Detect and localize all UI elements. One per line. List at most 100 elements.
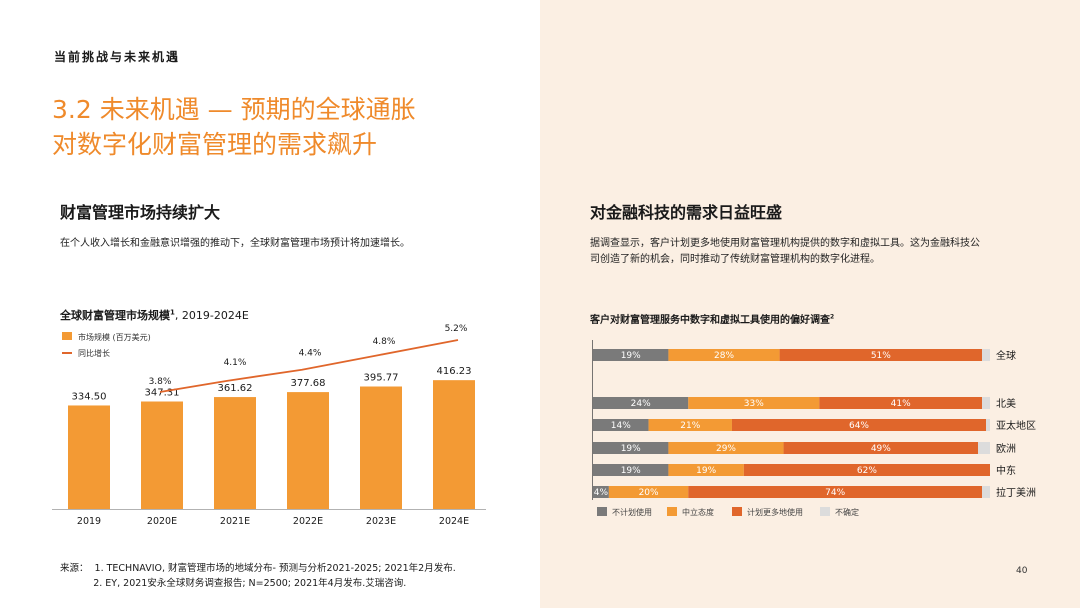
market-paragraph: 在个人收入增长和金融意识增强的推动下，全球财富管理市场预计将加速增长。: [60, 238, 410, 249]
market-bar-value-2021E: 361.62: [218, 383, 253, 394]
survey-segment-拉丁美洲-不计划使用: [593, 486, 609, 498]
preference-survey-chart: 19% 28% 51% 全球 24% 33% 41% 北美 14% 21% 64% 亚太地区 19% 29…: [592, 340, 1036, 517]
survey-legend-swatch-不计划使用: [597, 507, 607, 516]
survey-segment-全球-不确定: [982, 349, 990, 361]
market-bar-value-2019: 334.50: [72, 391, 107, 402]
x-tick-2019: 2019: [77, 516, 101, 527]
market-chart-title: 全球财富管理市场规模1, 2019-2024E: [60, 307, 249, 323]
survey-segment-亚太地区-计划更多地使用: [731, 419, 987, 431]
survey-segment-拉丁美洲-计划更多地使用: [688, 486, 983, 498]
x-tick-2024E: 2024E: [439, 516, 469, 527]
survey-legend-label-计划更多地使用: 计划更多地使用: [747, 507, 803, 517]
survey-segment-label-全球-计划更多地使用: 51%: [871, 351, 891, 361]
section-tag: 当前挑战与未来机遇: [54, 50, 181, 64]
survey-region-欧洲: 欧洲: [996, 443, 1016, 455]
survey-region-拉丁美洲: 拉丁美洲: [996, 486, 1036, 499]
survey-region-亚太地区: 亚太地区: [996, 419, 1036, 432]
yoy-growth-label-2024E: 5.2%: [445, 324, 468, 334]
market-size-chart: 市场规模 (百万美元) 同比增长 334.50 2019 347.31 2020E 361.…: [52, 324, 486, 527]
survey-segment-label-欧洲-不计划使用: 19%: [621, 444, 641, 454]
market-chart-title-range: , 2019-2024E: [174, 309, 249, 322]
x-tick-2020E: 2020E: [147, 516, 177, 527]
right-panel-background: [540, 0, 1080, 608]
survey-segment-label-北美-计划更多地使用: 41%: [891, 399, 911, 409]
survey-segment-label-拉丁美洲-不计划使用: 4%: [594, 488, 609, 498]
survey-segment-label-欧洲-计划更多地使用: 49%: [871, 444, 891, 454]
survey-segment-label-拉丁美洲-计划更多地使用: 74%: [825, 488, 845, 498]
survey-legend-swatch-中立态度: [667, 507, 677, 516]
market-bar-2020E: [141, 401, 183, 509]
survey-segment-中东-中立态度: [668, 464, 744, 476]
survey-segment-label-亚太地区-计划更多地使用: 64%: [849, 421, 869, 431]
market-heading: 财富管理市场持续扩大: [60, 203, 221, 222]
fintech-heading: 对金融科技的需求日益旺盛: [590, 203, 783, 222]
legend-swatch-market-size: [62, 332, 72, 340]
survey-segment-拉丁美洲-不确定: [982, 486, 990, 498]
survey-segment-亚太地区-不确定: [986, 419, 990, 431]
survey-segment-中东-不计划使用: [593, 464, 669, 476]
survey-segment-欧洲-不计划使用: [593, 442, 669, 454]
market-bar-2019: [68, 405, 110, 509]
survey-segment-label-拉丁美洲-中立态度: 20%: [639, 488, 659, 498]
survey-segment-全球-不计划使用: [593, 349, 669, 361]
survey-segment-亚太地区-中立态度: [648, 419, 732, 431]
survey-chart-title-main: 客户对财富管理服务中数字和虚拟工具使用的偏好调查: [590, 315, 830, 326]
yoy-growth-line: [159, 339, 459, 393]
survey-segment-label-中东-不计划使用: 19%: [621, 466, 641, 476]
survey-segment-北美-计划更多地使用: [819, 397, 983, 409]
market-bar-value-2022E: 377.68: [291, 378, 326, 389]
survey-segment-欧洲-不确定: [978, 442, 990, 454]
yoy-growth-label-2023E: 4.8%: [373, 337, 396, 347]
yoy-growth-label-2020E: 3.8%: [149, 377, 172, 387]
survey-segment-北美-中立态度: [688, 397, 820, 409]
survey-segment-label-中东-计划更多地使用: 62%: [857, 466, 877, 476]
survey-segment-全球-中立态度: [668, 349, 780, 361]
survey-segment-label-全球-中立态度: 28%: [714, 351, 734, 361]
survey-legend-label-不确定: 不确定: [835, 507, 859, 517]
survey-region-北美: 北美: [996, 397, 1016, 410]
survey-segment-label-亚太地区-中立态度: 21%: [680, 421, 700, 431]
survey-segment-label-北美-中立态度: 33%: [744, 399, 764, 409]
x-tick-2021E: 2021E: [220, 516, 250, 527]
survey-region-全球: 全球: [996, 349, 1016, 362]
survey-segment-label-北美-不计划使用: 24%: [631, 399, 651, 409]
source-line-1: 来源： 1. TECHNAVIO, 财富管理市场的地域分布- 预测与分析2021…: [60, 563, 456, 574]
survey-segment-中东-计划更多地使用: [743, 464, 990, 476]
market-bar-2024E: [433, 380, 475, 509]
market-bar-2021E: [214, 397, 256, 509]
survey-region-中东: 中东: [996, 464, 1016, 477]
market-chart-title-footnote: 1: [170, 308, 175, 317]
survey-chart-title-footnote: 2: [830, 313, 835, 321]
x-tick-2022E: 2022E: [293, 516, 323, 527]
market-bar-2023E: [360, 386, 402, 509]
survey-segment-label-中东-中立态度: 19%: [696, 466, 716, 476]
sources-note: 来源： 1. TECHNAVIO, 财富管理市场的地域分布- 预测与分析2021…: [60, 561, 456, 591]
survey-legend-label-中立态度: 中立态度: [682, 507, 714, 517]
page-title: 3.2 未来机遇 — 预期的全球通胀 对数字化财富管理的需求飙升: [52, 92, 522, 162]
market-bar-2022E: [287, 392, 329, 509]
page-title-line-2: 对数字化财富管理的需求飙升: [52, 130, 378, 159]
survey-segment-北美-不确定: [982, 397, 990, 409]
survey-segment-亚太地区-不计划使用: [593, 419, 649, 431]
page-title-line-1: 3.2 未来机遇 — 预期的全球通胀: [52, 95, 416, 124]
fintech-paragraph: 据调查显示，客户计划更多地使用财富管理机构提供的数字和虚拟工具。这为金融科技公 …: [590, 236, 1050, 268]
yoy-growth-label-2021E: 4.1%: [224, 358, 247, 368]
market-bar-value-2024E: 416.23: [437, 366, 472, 377]
fintech-paragraph-line-1: 据调查显示，客户计划更多地使用财富管理机构提供的数字和虚拟工具。这为金融科技公: [590, 238, 980, 249]
survey-segment-label-全球-不计划使用: 19%: [621, 351, 641, 361]
source-line-2: 2. EY, 2021安永全球财务调查报告; N=2500; 2021年4月发布…: [60, 578, 407, 589]
survey-chart-title: 客户对财富管理服务中数字和虚拟工具使用的偏好调查2: [590, 311, 834, 326]
market-chart-title-main: 全球财富管理市场规模: [60, 309, 170, 322]
survey-segment-拉丁美洲-中立态度: [608, 486, 689, 498]
survey-legend-label-不计划使用: 不计划使用: [612, 507, 652, 517]
x-tick-2023E: 2023E: [366, 516, 396, 527]
market-bar-value-2020E: 347.31: [145, 387, 180, 398]
survey-segment-北美-不计划使用: [593, 397, 689, 409]
legend-label-yoy-growth: 同比增长: [78, 348, 110, 358]
page-number: 40: [1016, 566, 1028, 576]
survey-segment-欧洲-中立态度: [668, 442, 784, 454]
fintech-paragraph-line-2: 司创造了新的机会，同时推动了传统财富管理机构的数字化进程。: [590, 254, 880, 265]
legend-label-market-size: 市场规模 (百万美元): [78, 332, 151, 342]
market-bar-value-2023E: 395.77: [364, 372, 399, 383]
survey-segment-label-亚太地区-不计划使用: 14%: [611, 421, 631, 431]
